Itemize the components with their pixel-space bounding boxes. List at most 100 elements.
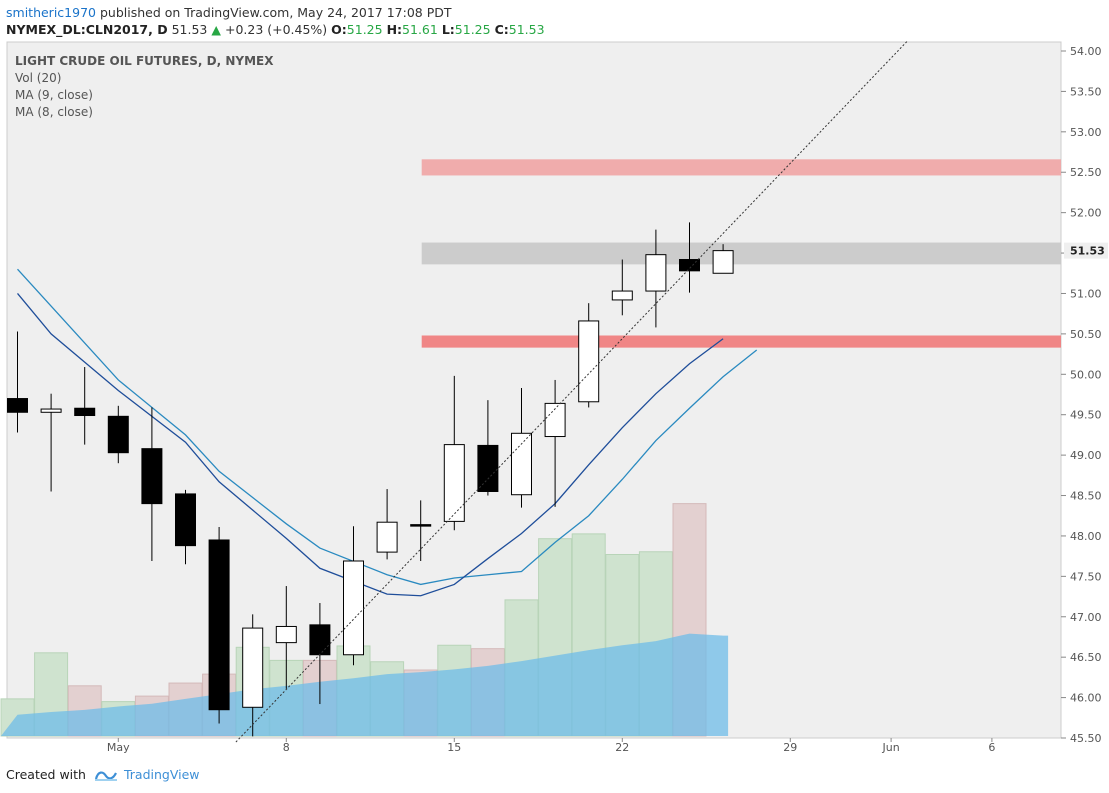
candle-body-down (309, 624, 331, 656)
x-tick-label: 29 (783, 741, 797, 754)
ma9-line (17, 268, 758, 586)
y-tick-label: 48.00 (1070, 530, 1102, 543)
x-tick-label: 15 (447, 741, 461, 754)
candle (275, 586, 297, 689)
y-tick-label: 52.00 (1070, 207, 1102, 220)
last-price: 51.53 (171, 22, 208, 37)
legend-ma8: MA (8, close) (15, 105, 93, 119)
candle (578, 303, 600, 408)
y-tick-label: 45.50 (1070, 732, 1102, 745)
last-price-tag (1064, 242, 1108, 259)
candle-body-up (645, 254, 667, 292)
low-label: L: (441, 22, 455, 37)
candle (74, 367, 96, 445)
candle (175, 489, 196, 565)
trend-layer[interactable] (235, 40, 909, 743)
y-tick-label: 53.00 (1070, 126, 1102, 139)
x-tick-label: May (107, 741, 130, 754)
y-tick-label: 52.50 (1070, 166, 1102, 179)
candle-body-up (712, 250, 734, 274)
up-arrow-icon: ▲ (211, 22, 221, 37)
candle-body-down (107, 415, 129, 454)
ma8-line (17, 293, 724, 597)
candle-body-up (544, 402, 566, 438)
last-price-label: 51.53 (1070, 245, 1105, 258)
candle (410, 500, 432, 561)
candle-body-down (208, 539, 230, 711)
candle-body-down (175, 493, 196, 547)
x-tick-label: 8 (283, 741, 290, 754)
published-text: published on TradingView.com, May 24, 20… (99, 5, 452, 20)
price-axis[interactable]: 54.0053.5053.0052.5052.0051.5051.0050.50… (1061, 45, 1108, 745)
resistance-zone (421, 159, 1061, 176)
support-zone (421, 335, 1061, 348)
high-value: 51.61 (402, 22, 438, 37)
time-axis[interactable]: May 8 15 22 29 Jun 6 (107, 738, 995, 754)
candle-body-down (477, 444, 499, 492)
x-tick-label: 22 (615, 741, 629, 754)
candle-body-up (275, 625, 297, 644)
ma-layer (17, 268, 758, 597)
chart-legend: LIGHT CRUDE OIL FUTURES, D, NYMEX Vol (2… (15, 54, 274, 119)
volume-layer (0, 503, 729, 737)
y-tick-label: 47.50 (1070, 570, 1102, 583)
y-tick-label: 48.50 (1070, 490, 1102, 503)
y-tick-label: 54.00 (1070, 45, 1102, 58)
y-tick-label: 50.00 (1070, 368, 1102, 381)
candle (242, 614, 264, 737)
candle-body-up (242, 627, 264, 708)
candle (544, 379, 566, 507)
candle-body-down (410, 524, 432, 527)
candle-body-up (443, 444, 465, 522)
price-change: +0.23 (+0.45%) (224, 22, 328, 37)
candle-body-down (141, 448, 163, 505)
y-tick-label: 49.00 (1070, 449, 1102, 462)
trendline[interactable] (235, 40, 909, 743)
candle (141, 407, 163, 561)
open-label: O: (331, 22, 347, 37)
candle-body-down (74, 407, 96, 417)
candle (376, 489, 398, 560)
candle (309, 603, 331, 705)
y-tick-label: 50.50 (1070, 328, 1102, 341)
legend-ma9: MA (9, close) (15, 88, 93, 102)
chart-header: smitheric1970 published on TradingView.c… (6, 4, 545, 38)
x-tick-label: 6 (988, 741, 995, 754)
candle-body-up (40, 408, 62, 413)
candle (645, 229, 667, 328)
legend-title: LIGHT CRUDE OIL FUTURES, D, NYMEX (15, 54, 274, 68)
y-tick-label: 46.00 (1070, 692, 1102, 705)
candle (712, 244, 734, 274)
candle (611, 259, 633, 316)
current-zone (421, 242, 1061, 265)
candle (7, 331, 28, 433)
created-with-text: Created with (6, 767, 86, 782)
candle-body-up (343, 560, 364, 656)
y-tick-label: 49.50 (1070, 409, 1102, 422)
candle-body-up (511, 432, 532, 496)
x-tick-label: Jun (882, 741, 900, 754)
candle-layer (7, 222, 734, 737)
candle (208, 527, 230, 724)
symbol-label: NYMEX_DL:CLN2017, D (6, 22, 168, 37)
publish-line: smitheric1970 published on TradingView.c… (6, 4, 545, 21)
candle (443, 375, 465, 531)
candle-body-down (679, 259, 700, 272)
footer: Created with TradingView (6, 767, 200, 782)
y-tick-label: 53.50 (1070, 85, 1102, 98)
y-tick-label: 46.50 (1070, 651, 1102, 664)
author-link[interactable]: smitheric1970 (6, 5, 96, 20)
volume-ma-area (1, 633, 729, 736)
candle (343, 526, 364, 666)
close-value: 51.53 (508, 22, 545, 37)
low-value: 51.25 (454, 22, 491, 37)
legend-volume: Vol (20) (15, 71, 61, 85)
tradingview-link[interactable]: TradingView (123, 767, 200, 782)
y-tick-label: 47.00 (1070, 611, 1102, 624)
candle (40, 393, 62, 492)
y-tick-label: 51.00 (1070, 287, 1102, 300)
high-label: H: (386, 22, 403, 37)
candle (679, 222, 700, 293)
candle-body-down (7, 398, 28, 413)
